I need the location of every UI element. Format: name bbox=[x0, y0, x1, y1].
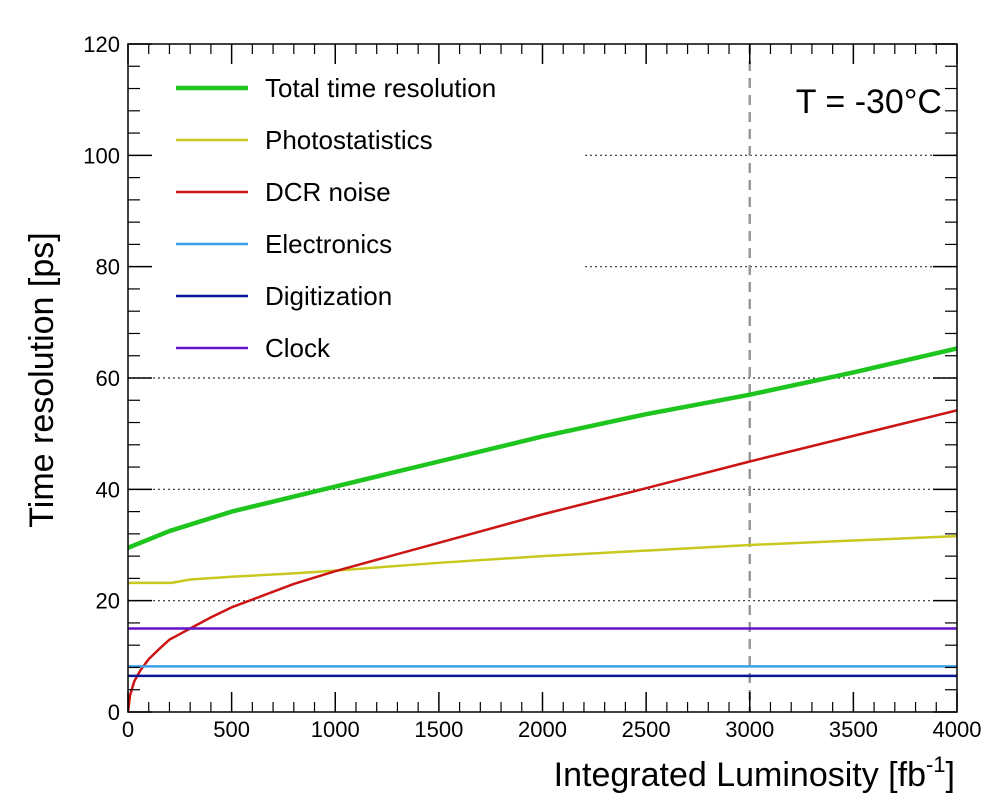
x-axis-title-close: ] bbox=[946, 756, 955, 794]
x-tick-label-2: 1000 bbox=[311, 717, 360, 742]
y-tick-label-5: 100 bbox=[83, 143, 120, 168]
x-tick-label-7: 3500 bbox=[829, 717, 878, 742]
legend-label-0: Total time resolution bbox=[265, 73, 496, 103]
y-tick-label-0: 0 bbox=[108, 700, 120, 725]
x-tick-label-8: 4000 bbox=[933, 717, 982, 742]
x-tick-label-1: 500 bbox=[213, 717, 250, 742]
y-tick-label-4: 80 bbox=[96, 255, 120, 280]
x-axis-title: Integrated Luminosity [fb-1] bbox=[554, 752, 955, 794]
y-axis-title: Time resolution [ps] bbox=[23, 232, 61, 527]
x-axis-title-exponent: -1 bbox=[926, 752, 946, 777]
series-line-1 bbox=[128, 534, 957, 585]
y-tick-label-1: 20 bbox=[96, 589, 120, 614]
legend-label-1: Photostatistics bbox=[265, 125, 433, 155]
tick-layer: 0 500 1000 1500 2000 2500 3000 3500 4000 0 20 40 60 8… bbox=[83, 32, 981, 742]
x-axis-title-main: Integrated Luminosity [fb bbox=[554, 756, 926, 794]
legend-label-5: Clock bbox=[265, 333, 331, 363]
legend-label-2: DCR noise bbox=[265, 177, 391, 207]
x-tick-label-5: 2500 bbox=[622, 717, 671, 742]
legend-label-3: Electronics bbox=[265, 229, 392, 259]
temperature-annotation: T = -30°C bbox=[796, 83, 942, 121]
y-tick-label-6: 120 bbox=[83, 32, 120, 57]
y-tick-label-2: 40 bbox=[96, 477, 120, 502]
series-line-0 bbox=[128, 346, 957, 550]
x-tick-label-6: 3000 bbox=[725, 717, 774, 742]
legend-label-4: Digitization bbox=[265, 281, 392, 311]
x-tick-label-0: 0 bbox=[122, 717, 134, 742]
y-tick-label-3: 60 bbox=[96, 366, 120, 391]
x-tick-label-3: 1500 bbox=[414, 717, 463, 742]
legend: Total time resolution Photostatistics DCR … bbox=[176, 73, 496, 363]
series-layer bbox=[128, 346, 957, 712]
x-tick-label-4: 2000 bbox=[518, 717, 567, 742]
series-line-2 bbox=[128, 409, 957, 712]
